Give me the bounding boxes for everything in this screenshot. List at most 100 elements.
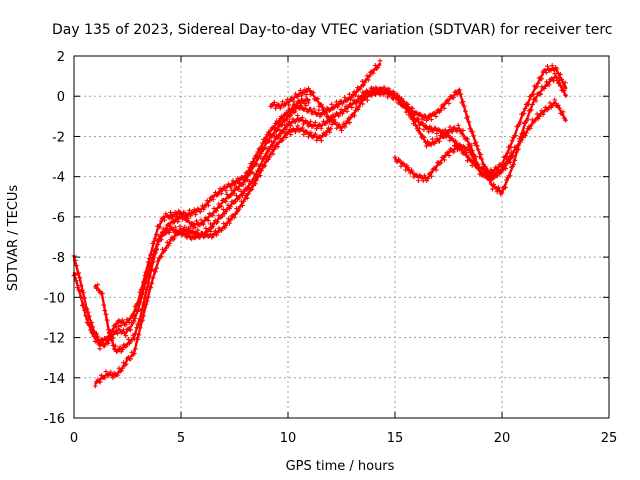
data-point	[136, 321, 142, 327]
data-point	[146, 256, 152, 261]
data-point	[145, 294, 151, 300]
data-point	[445, 150, 451, 156]
data-point	[290, 98, 296, 104]
data-point	[95, 282, 101, 288]
data-point	[288, 132, 294, 137]
data-point	[131, 351, 137, 356]
data-point	[84, 306, 90, 312]
data-point	[102, 375, 108, 381]
series-group	[71, 58, 568, 389]
data-point	[193, 212, 198, 217]
data-point	[149, 266, 155, 272]
data-point	[241, 199, 247, 205]
data-point	[310, 89, 316, 95]
data-point	[214, 232, 220, 238]
data-point	[506, 157, 512, 162]
data-point	[254, 156, 260, 161]
data-point	[549, 63, 555, 68]
data-point	[352, 113, 357, 119]
series-trace-6	[371, 71, 568, 197]
data-point	[491, 170, 496, 176]
data-point	[108, 330, 114, 336]
data-point	[182, 224, 188, 230]
data-point	[129, 337, 135, 343]
data-point	[330, 112, 336, 118]
data-point	[394, 91, 400, 97]
data-point	[78, 283, 84, 289]
data-point	[540, 112, 546, 117]
data-point	[458, 91, 464, 97]
data-point	[339, 128, 344, 133]
data-point	[528, 107, 534, 113]
data-point	[538, 111, 544, 116]
data-point	[336, 102, 342, 108]
data-point	[426, 129, 431, 135]
data-point	[205, 217, 211, 223]
data-point	[365, 77, 371, 83]
data-point	[254, 177, 260, 183]
data-point	[89, 320, 95, 325]
data-point	[433, 126, 439, 132]
data-point	[275, 127, 281, 132]
data-point	[188, 213, 194, 219]
data-point	[117, 344, 123, 350]
data-point	[441, 134, 447, 140]
data-point	[123, 333, 129, 339]
data-point	[167, 223, 172, 229]
data-point	[280, 118, 285, 124]
data-point	[402, 162, 407, 168]
data-point	[515, 143, 521, 148]
data-point	[427, 112, 433, 118]
data-point	[236, 206, 242, 212]
data-point	[157, 235, 163, 241]
data-point	[73, 263, 79, 268]
data-point	[93, 383, 98, 389]
data-point	[300, 125, 305, 131]
data-point	[525, 116, 531, 122]
data-point	[509, 137, 515, 143]
data-point	[210, 224, 216, 230]
data-point	[255, 149, 261, 155]
data-point	[367, 73, 372, 79]
data-point	[296, 98, 302, 104]
data-point	[416, 178, 421, 184]
data-point	[459, 148, 465, 154]
data-point	[392, 154, 398, 160]
data-point	[284, 123, 290, 129]
data-point	[208, 221, 213, 227]
data-point	[397, 158, 403, 164]
data-point	[295, 113, 301, 118]
data-point	[437, 138, 442, 144]
data-point	[478, 152, 484, 157]
data-point	[507, 160, 513, 165]
x-tick-label: 20	[494, 431, 511, 446]
data-point	[102, 308, 108, 313]
data-point	[166, 230, 172, 235]
data-point	[228, 217, 234, 223]
data-point	[262, 155, 268, 161]
data-point	[175, 219, 181, 224]
data-point	[521, 111, 527, 116]
data-point	[283, 110, 289, 116]
data-point	[521, 129, 527, 135]
data-point	[121, 319, 126, 325]
data-point	[416, 125, 422, 131]
data-point	[102, 343, 108, 349]
data-point	[421, 135, 427, 141]
data-point	[90, 324, 96, 330]
data-point	[535, 80, 541, 86]
data-point	[203, 229, 209, 235]
data-point	[263, 135, 269, 141]
data-point	[395, 94, 401, 100]
data-point	[468, 158, 474, 164]
data-point	[423, 174, 429, 180]
data-point	[187, 208, 192, 213]
data-point	[560, 109, 566, 115]
data-point	[541, 109, 547, 115]
data-point	[168, 210, 173, 215]
y-tick-label: -10	[44, 291, 65, 306]
data-point	[131, 318, 137, 324]
data-point	[142, 295, 148, 301]
data-point	[271, 126, 277, 132]
x-axis-label: GPS time / hours	[286, 459, 395, 474]
